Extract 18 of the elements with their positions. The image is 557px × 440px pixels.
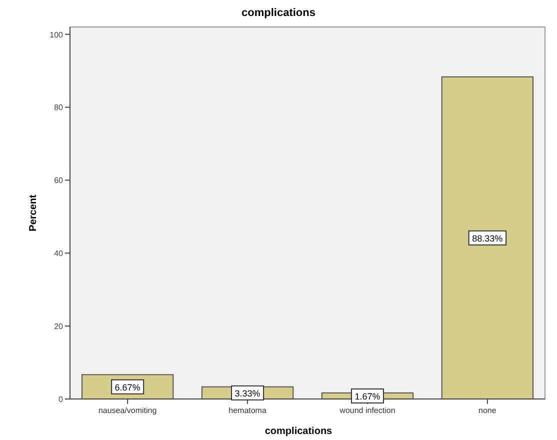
y-axis-title: Percent	[28, 194, 39, 232]
y-tick-label: 40	[54, 249, 64, 258]
bar	[441, 76, 534, 400]
data-label: 6.67%	[114, 382, 140, 392]
x-tick-label: wound infection	[338, 406, 396, 415]
data-label: 3.33%	[234, 388, 260, 398]
chart-title: complications	[242, 7, 316, 19]
x-tick-label: nausea/vomiting	[98, 406, 157, 415]
y-tick-label: 20	[54, 322, 64, 332]
y-tick-label: 80	[54, 103, 64, 112]
x-tick-label: none	[478, 406, 497, 415]
x-axis-title: complications	[264, 426, 333, 437]
data-label: 1.67%	[354, 391, 380, 402]
x-tick-label: hematoma	[228, 406, 267, 415]
y-tick-label: 0	[58, 395, 64, 404]
y-tick-label: 60	[54, 176, 64, 186]
y-tick-label: 100	[50, 30, 64, 40]
data-label: 88.33%	[472, 233, 503, 244]
